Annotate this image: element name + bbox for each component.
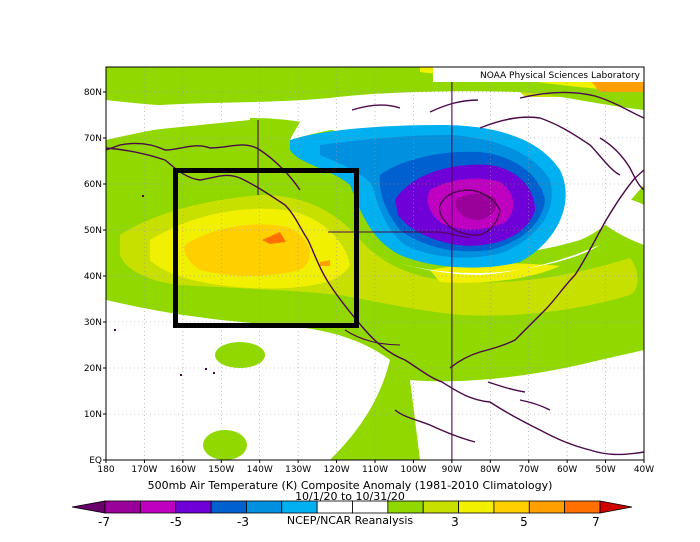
political-borders bbox=[257, 67, 471, 460]
colorbar-label: -7 bbox=[98, 515, 110, 529]
lat-tick-label: 10N bbox=[84, 410, 102, 420]
latitude-axis: EQ 10N 20N 30N 40N 50N 60N 70N 80N bbox=[84, 88, 106, 466]
figure-title: 500mb Air Temperature (K) Composite Anom… bbox=[147, 479, 553, 492]
figure-date-range: 10/1/20 to 10/31/20 bbox=[295, 490, 405, 503]
colorbar-label: -5 bbox=[170, 515, 182, 529]
lon-tick-label: 80W bbox=[480, 465, 500, 475]
lat-tick-label: EQ bbox=[89, 456, 102, 466]
lat-tick-label: 70N bbox=[84, 134, 102, 144]
lat-tick-label: 30N bbox=[84, 318, 102, 328]
lat-tick-label: 80N bbox=[84, 88, 102, 98]
colorbar-label: 3 bbox=[451, 515, 459, 529]
lon-tick-label: 140W bbox=[247, 465, 273, 475]
colorbar: -7 -5 -3 3 5 7 bbox=[71, 500, 633, 529]
lon-tick-label: 50W bbox=[595, 465, 615, 475]
colorbar-right-arrow bbox=[599, 500, 633, 514]
lon-tick-label: 110W bbox=[362, 465, 388, 475]
lat-tick-label: 20N bbox=[84, 364, 102, 374]
figure-source: NCEP/NCAR Reanalysis bbox=[286, 514, 414, 527]
lon-tick-label: 70W bbox=[519, 465, 539, 475]
coastlines bbox=[106, 91, 644, 456]
lon-tick-label: 90W bbox=[442, 465, 462, 475]
lon-tick-label: 120W bbox=[324, 465, 350, 475]
lat-tick-label: 50N bbox=[84, 226, 102, 236]
lat-tick-label: 40N bbox=[84, 272, 102, 282]
colorbar-label: -3 bbox=[237, 515, 249, 529]
colorbar-label: 7 bbox=[592, 515, 600, 529]
graticule bbox=[106, 67, 644, 460]
lon-tick-label: 40W bbox=[634, 465, 654, 475]
lon-tick-label: 170W bbox=[131, 465, 157, 475]
lat-tick-label: 60N bbox=[84, 180, 102, 190]
lon-tick-label: 180 bbox=[97, 465, 114, 475]
lon-tick-label: 60W bbox=[557, 465, 577, 475]
lon-tick-label: 100W bbox=[400, 465, 426, 475]
lon-tick-label: 130W bbox=[285, 465, 311, 475]
colorbar-label: 5 bbox=[520, 515, 528, 529]
attribution-text: NOAA Physical Sciences Laboratory bbox=[480, 71, 641, 81]
lon-tick-label: 160W bbox=[170, 465, 196, 475]
longitude-axis: 180 170W 160W 150W 140W 130W 120W 110W 100W 90W 80… bbox=[97, 460, 654, 475]
highlight-box bbox=[173, 168, 359, 328]
lon-tick-label: 150W bbox=[208, 465, 234, 475]
attribution-box bbox=[433, 67, 644, 82]
